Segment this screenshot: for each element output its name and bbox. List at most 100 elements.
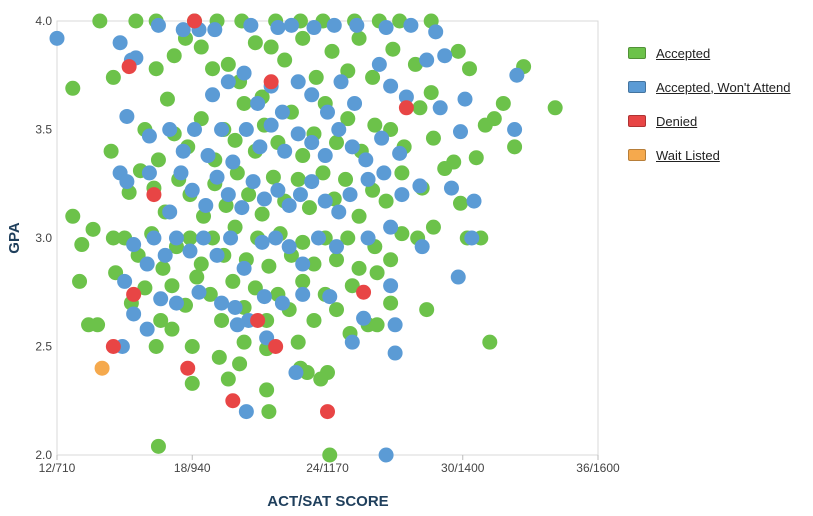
data-point xyxy=(184,339,200,354)
data-point xyxy=(65,80,81,96)
data-point xyxy=(331,122,347,137)
data-point xyxy=(241,187,257,203)
y-tick-label: 3.0 xyxy=(35,231,52,245)
legend-item[interactable]: Denied xyxy=(628,104,813,138)
data-point xyxy=(299,365,315,381)
data-point xyxy=(295,148,311,164)
data-point xyxy=(351,260,367,276)
data-point xyxy=(281,197,297,213)
data-point xyxy=(464,230,480,246)
data-point xyxy=(412,100,428,116)
data-point xyxy=(250,95,266,111)
data-point xyxy=(547,100,563,116)
data-point xyxy=(155,260,171,276)
data-point xyxy=(331,204,347,220)
data-point xyxy=(310,230,326,246)
legend-label[interactable]: Wait Listed xyxy=(656,147,720,163)
data-point xyxy=(277,143,293,159)
data-point xyxy=(423,85,439,101)
data-point xyxy=(290,171,306,187)
data-point xyxy=(392,13,408,29)
data-point xyxy=(398,100,414,116)
data-point xyxy=(304,174,320,190)
data-point xyxy=(360,171,376,187)
x-tick-label: 12/710 xyxy=(39,461,76,475)
data-point xyxy=(225,273,241,289)
data-point xyxy=(468,150,484,166)
data-point xyxy=(351,30,367,46)
data-point xyxy=(146,187,162,203)
data-point xyxy=(74,237,90,253)
data-point xyxy=(117,273,133,289)
data-point xyxy=(92,13,108,29)
data-point xyxy=(495,95,511,111)
data-point xyxy=(164,321,180,337)
legend-label[interactable]: Accepted, Won't Attend xyxy=(656,79,791,95)
data-point xyxy=(419,52,435,68)
data-point xyxy=(432,100,448,116)
legend-label[interactable]: Denied xyxy=(656,113,698,129)
data-point xyxy=(209,247,225,263)
data-point xyxy=(198,197,214,213)
legend-item[interactable]: Accepted, Won't Attend xyxy=(628,70,813,104)
data-point xyxy=(295,234,311,250)
legend-item[interactable]: Wait Listed xyxy=(628,138,813,172)
data-point xyxy=(507,139,523,155)
x-tick-label: 36/1600 xyxy=(576,461,620,475)
data-point xyxy=(466,193,482,209)
data-point xyxy=(207,22,223,38)
data-point xyxy=(277,52,293,68)
data-point xyxy=(261,404,277,420)
data-point xyxy=(274,295,290,311)
data-point xyxy=(220,187,236,203)
data-point xyxy=(137,280,153,296)
data-point xyxy=(234,200,250,216)
series-3 xyxy=(94,360,110,376)
data-point xyxy=(313,371,329,387)
data-point xyxy=(349,17,365,33)
data-point xyxy=(112,35,128,51)
legend-swatch xyxy=(628,47,646,59)
data-point xyxy=(452,195,468,211)
data-point xyxy=(205,87,221,103)
data-point xyxy=(414,239,430,255)
data-point xyxy=(326,17,342,33)
data-point xyxy=(243,17,259,33)
data-point xyxy=(412,178,428,194)
data-point xyxy=(236,65,252,81)
legend-label[interactable]: Accepted xyxy=(656,45,711,61)
data-point xyxy=(324,43,340,59)
data-point xyxy=(263,117,279,133)
data-point xyxy=(290,74,306,90)
data-point xyxy=(105,230,121,246)
data-point xyxy=(347,95,363,111)
data-point xyxy=(157,247,173,263)
data-point xyxy=(238,122,254,137)
data-point xyxy=(247,35,263,51)
data-point xyxy=(428,24,444,40)
data-point xyxy=(394,165,410,181)
data-point xyxy=(214,122,230,137)
data-point xyxy=(452,124,468,140)
data-point xyxy=(387,317,403,333)
data-point xyxy=(288,365,304,381)
data-point xyxy=(180,360,196,376)
data-point xyxy=(159,91,175,107)
data-point xyxy=(378,20,394,36)
series-1 xyxy=(49,17,525,463)
data-point xyxy=(394,226,410,242)
data-point xyxy=(367,117,383,133)
data-point xyxy=(220,371,236,387)
data-point xyxy=(139,256,155,272)
data-point xyxy=(236,334,252,350)
legend-item[interactable]: Accepted xyxy=(628,36,813,70)
data-point xyxy=(150,17,166,33)
data-point xyxy=(205,61,221,77)
data-point xyxy=(189,269,205,285)
data-point xyxy=(220,74,236,90)
data-point xyxy=(232,356,248,372)
data-point xyxy=(295,286,311,302)
data-point xyxy=(419,302,435,318)
data-point xyxy=(72,273,88,289)
